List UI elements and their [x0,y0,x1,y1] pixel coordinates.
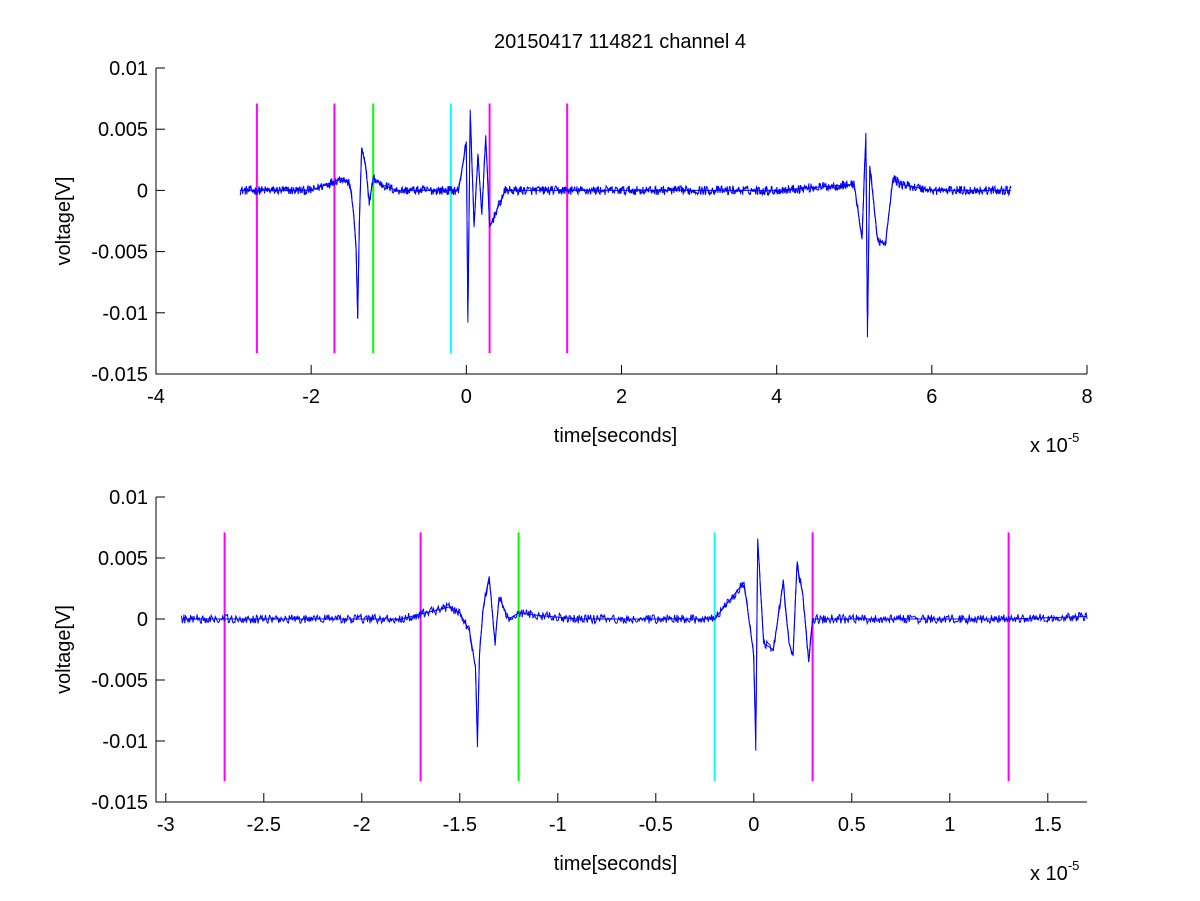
top-y-tick-label: -0.01 [102,303,148,325]
bottom-y-tick-label: -0.015 [91,792,148,814]
bottom-x-tick-label: 0.5 [838,814,866,836]
top-y-tick-label: -0.005 [91,242,148,264]
bottom-x-tick-label: -1.5 [443,814,477,836]
bottom-ylabel: voltage[V] [53,605,75,694]
bottom-x-tick-label: -3 [157,814,175,836]
bottom-x-multiplier-exponent: -5 [1068,858,1080,873]
bottom-signal-spikes [181,538,1088,751]
top-y-tick-label: 0.01 [109,58,148,80]
bottom-y-tick-label: 0.01 [109,487,148,509]
bottom-x-tick-label: 1.5 [1034,814,1062,836]
top-x-tick-label: 8 [1081,386,1092,408]
bottom-y-tick-label: 0.005 [98,548,148,570]
top-x-tick-label: 0 [461,386,472,408]
bottom-y-tick-label: -0.01 [102,731,148,753]
bottom-x-tick-label: -2 [353,814,371,836]
top-x-tick-label: 2 [616,386,627,408]
top-x-tick-label: 4 [771,386,782,408]
top-y-tick-label: 0 [137,180,148,202]
top-signal-spikes [239,109,1011,338]
top-x-tick-label: 6 [926,386,937,408]
bottom-x-tick-label: -1 [549,814,567,836]
top-y-tick-label: -0.015 [91,364,148,386]
bottom-marker-lines [223,532,1010,782]
top-y-tick-label: 0.005 [98,119,148,141]
top-signal-trace [239,109,1012,338]
bottom-axes: -3 -2.5 -2 -1.5 -1 -0.5 0 0.5 1 1.5 -0.015 -0.01 -0.… [91,487,1087,836]
top-x-multiplier-base: x 10 [1030,435,1068,457]
bottom-signal-trace [180,538,1088,751]
top-ylabel: voltage[V] [53,177,75,266]
figure-title: 20150417 114821 channel 4 [494,31,746,53]
bottom-y-tick-label: -0.005 [91,670,148,692]
bottom-x-multiplier-base: x 10 [1030,863,1068,885]
top-x-multiplier-exponent: -5 [1068,430,1080,445]
bottom-x-tick-label: 0 [748,814,759,836]
top-axes: -4 -2 0 2 4 6 8 -0.015 -0.01 -0.005 0 0.005 0.01 [91,58,1092,408]
bottom-x-multiplier: x 10-5 [1030,858,1079,885]
top-x-tick-label: -4 [147,386,165,408]
bottom-subplot: -3 -2.5 -2 -1.5 -1 -0.5 0 0.5 1 1.5 -0.015 -0.01 -0.… [53,487,1088,885]
bottom-y-tick-label: 0 [137,609,148,631]
top-marker-lines [255,103,569,354]
bottom-x-tick-label: -2.5 [247,814,281,836]
bottom-x-tick-label: -0.5 [639,814,673,836]
top-subplot: -4 -2 0 2 4 6 8 -0.015 -0.01 -0.005 0 0.005 0.01 tim… [53,58,1093,457]
bottom-xlabel: time[seconds] [554,853,677,875]
top-x-tick-label: -2 [302,386,320,408]
top-xlabel: time[seconds] [554,425,677,447]
bottom-x-tick-label: 1 [944,814,955,836]
top-x-multiplier: x 10-5 [1030,430,1079,457]
